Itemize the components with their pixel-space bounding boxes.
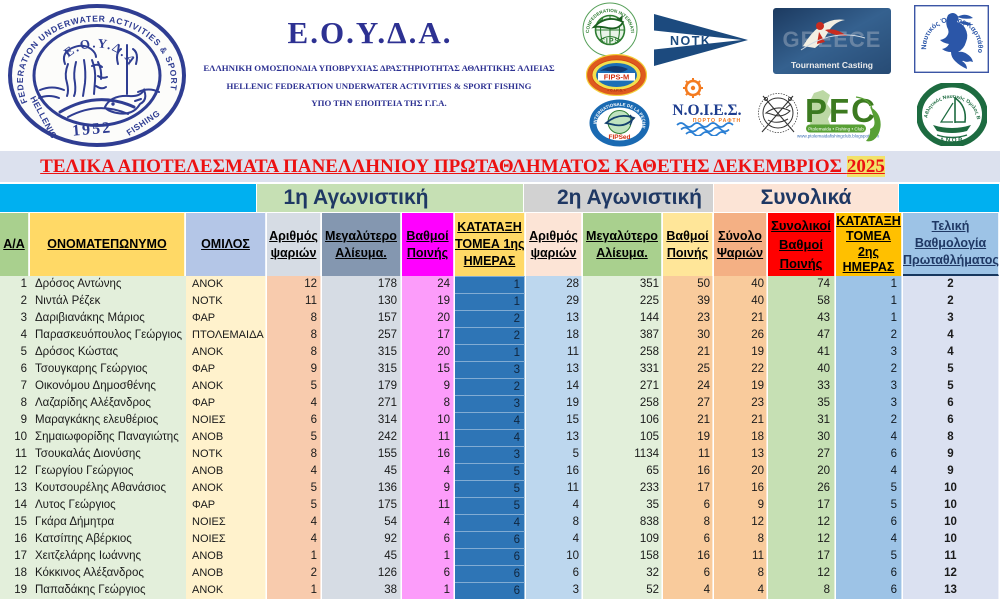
svg-text:ΠΟΡΤΟ ΡΑΦΤΗ: ΠΟΡΤΟ ΡΑΦΤΗ (693, 118, 742, 124)
svg-text:CIPS: CIPS (600, 38, 620, 45)
svg-text:www.ptolemaidafishingclub.blog: www.ptolemaidafishingclub.blogspot.com (797, 134, 879, 139)
svg-text:Α.Ν.Ο.Β.: Α.Ν.Ο.Β. (940, 138, 965, 144)
svg-text:Ν.Ο.Ι.Ε.Σ.: Ν.Ο.Ι.Ε.Σ. (672, 102, 741, 119)
svg-text:1952: 1952 (71, 119, 112, 139)
svg-text:FIPSed: FIPSed (608, 134, 630, 141)
svg-text:Ptolemaida • Fishing • Club: Ptolemaida • Fishing • Club (808, 126, 864, 131)
svg-text:• C.I.P.S. •: • C.I.P.S. • (607, 88, 626, 93)
svg-text:FIPS-M: FIPS-M (604, 73, 629, 82)
svg-text:Tournament Casting: Tournament Casting (791, 60, 873, 70)
svg-text:PFC: PFC (805, 92, 877, 129)
svg-text:NOTK: NOTK (670, 34, 711, 48)
